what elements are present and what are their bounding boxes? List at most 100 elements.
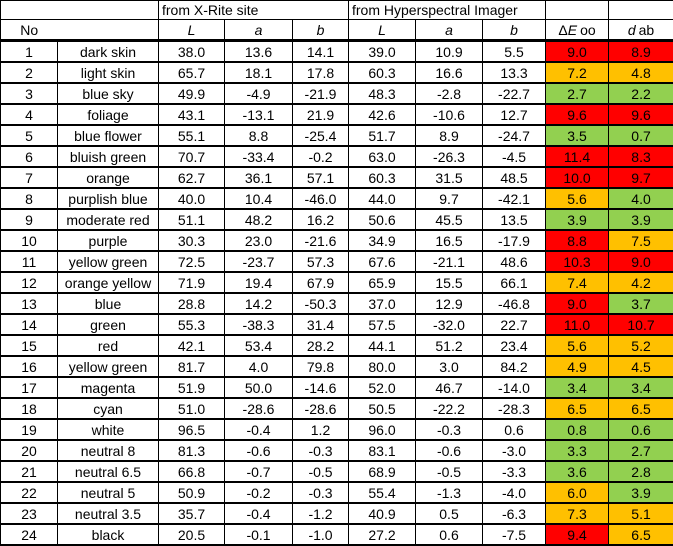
hyper-L-column-header: L (349, 20, 416, 41)
xrite-L-cell: 51.9 (159, 377, 225, 398)
row-number-cell: 11 (1, 251, 58, 272)
patch-name-cell: bluish green (58, 146, 159, 167)
xrite-a-cell: -0.7 (225, 461, 293, 482)
hyper-a-column-header: a (416, 20, 483, 41)
delta-e00-value-cell: 3.3 (546, 440, 609, 461)
blank-dab-header-cell (609, 1, 673, 20)
table-row: 6 bluish green 70.7 -33.4 -0.2 63.0 -26.… (1, 146, 673, 167)
xrite-L-cell: 51.1 (159, 209, 225, 230)
hyper-a-cell: 0.6 (416, 524, 483, 545)
xrite-L-cell: 62.7 (159, 167, 225, 188)
dab-value-cell: 9.0 (609, 251, 673, 272)
delta-e00-value-cell: 6.0 (546, 482, 609, 503)
hyper-L-cell: 63.0 (349, 146, 416, 167)
patch-name-cell: white (58, 419, 159, 440)
hyper-b-cell: -28.3 (483, 398, 546, 419)
row-number-cell: 18 (1, 398, 58, 419)
xrite-L-cell: 70.7 (159, 146, 225, 167)
hyper-L-cell: 83.1 (349, 440, 416, 461)
delta-e00-value-cell: 4.9 (546, 356, 609, 377)
dab-value-cell: 4.2 (609, 272, 673, 293)
hyper-L-cell: 39.0 (349, 41, 416, 63)
xrite-a-cell: 4.0 (225, 356, 293, 377)
table-row: 20 neutral 8 81.3 -0.6 -0.3 83.1 -0.6 -3… (1, 440, 673, 461)
table-row: 12 orange yellow 71.9 19.4 67.9 65.9 15.… (1, 272, 673, 293)
xrite-L-cell: 50.9 (159, 482, 225, 503)
delta-e00-value-cell: 3.4 (546, 377, 609, 398)
table-row: 19 white 96.5 -0.4 1.2 96.0 -0.3 0.6 0.8… (1, 419, 673, 440)
blank-corner-cell (1, 1, 58, 20)
xrite-L-cell: 81.3 (159, 440, 225, 461)
hyper-a-cell: 31.5 (416, 167, 483, 188)
xrite-b-cell: 17.8 (293, 62, 349, 83)
xrite-b-cell: -21.6 (293, 230, 349, 251)
delta-e00-value-cell: 7.4 (546, 272, 609, 293)
xrite-L-column-header: L (159, 20, 225, 41)
xrite-b-column-header: b (293, 20, 349, 41)
xrite-a-cell: -28.6 (225, 398, 293, 419)
xrite-a-cell: -4.9 (225, 83, 293, 104)
hyper-a-cell: 16.5 (416, 230, 483, 251)
hyper-a-cell: -32.0 (416, 314, 483, 335)
table-row: 14 green 55.3 -38.3 31.4 57.5 -32.0 22.7… (1, 314, 673, 335)
xrite-b-cell: -0.3 (293, 440, 349, 461)
delta-e00-value-cell: 10.0 (546, 167, 609, 188)
xrite-L-cell: 30.3 (159, 230, 225, 251)
delta-e00-value-cell: 7.3 (546, 503, 609, 524)
hyper-b-cell: -24.7 (483, 125, 546, 146)
patch-name-cell: foliage (58, 104, 159, 125)
hyper-b-cell: 22.7 (483, 314, 546, 335)
table-row: 16 yellow green 81.7 4.0 79.8 80.0 3.0 8… (1, 356, 673, 377)
row-number-cell: 24 (1, 524, 58, 545)
hyper-b-cell: 13.5 (483, 209, 546, 230)
hyper-b-cell: 84.2 (483, 356, 546, 377)
xrite-a-cell: 53.4 (225, 335, 293, 356)
dab-value-cell: 4.8 (609, 62, 673, 83)
xrite-b-cell: -0.2 (293, 146, 349, 167)
patch-name-cell: yellow green (58, 356, 159, 377)
delta-e00-value-cell: 9.0 (546, 41, 609, 63)
xrite-b-cell: -25.4 (293, 125, 349, 146)
patch-name-cell: blue (58, 293, 159, 314)
patch-name-cell: dark skin (58, 41, 159, 63)
table-body: 1 dark skin 38.0 13.6 14.1 39.0 10.9 5.5… (1, 41, 673, 546)
hyper-L-cell: 44.0 (349, 188, 416, 209)
delta-e00-value-cell: 6.5 (546, 398, 609, 419)
delta-e00-value-cell: 2.7 (546, 83, 609, 104)
hyper-a-cell: 3.0 (416, 356, 483, 377)
patch-name-cell: red (58, 335, 159, 356)
dab-value-cell: 0.7 (609, 125, 673, 146)
hyper-b-cell: 48.6 (483, 251, 546, 272)
dab-value-cell: 3.4 (609, 377, 673, 398)
xrite-L-cell: 66.8 (159, 461, 225, 482)
table-row: 7 orange 62.7 36.1 57.1 60.3 31.5 48.5 1… (1, 167, 673, 188)
hyper-b-cell: 0.6 (483, 419, 546, 440)
patch-name-column-header (58, 20, 159, 41)
row-number-cell: 19 (1, 419, 58, 440)
delta-e00-value-cell: 3.5 (546, 125, 609, 146)
patch-name-cell: cyan (58, 398, 159, 419)
row-number-cell: 17 (1, 377, 58, 398)
patch-name-cell: neutral 8 (58, 440, 159, 461)
dab-value-cell: 10.7 (609, 314, 673, 335)
dab-value-cell: 4.5 (609, 356, 673, 377)
xrite-L-cell: 38.0 (159, 41, 225, 63)
hyper-b-cell: -14.0 (483, 377, 546, 398)
xrite-b-cell: -28.6 (293, 398, 349, 419)
table-row: 17 magenta 51.9 50.0 -14.6 52.0 46.7 -14… (1, 377, 673, 398)
xrite-a-cell: -0.1 (225, 524, 293, 545)
table-row: 1 dark skin 38.0 13.6 14.1 39.0 10.9 5.5… (1, 41, 673, 63)
hyper-L-cell: 40.9 (349, 503, 416, 524)
hyper-L-cell: 50.6 (349, 209, 416, 230)
hyper-L-cell: 60.3 (349, 167, 416, 188)
xrite-a-cell: 13.6 (225, 41, 293, 63)
xrite-b-cell: -0.3 (293, 482, 349, 503)
xrite-L-cell: 51.0 (159, 398, 225, 419)
delta-e00-value-cell: 11.4 (546, 146, 609, 167)
xrite-b-cell: 16.2 (293, 209, 349, 230)
xrite-b-cell: 14.1 (293, 41, 349, 63)
table-row: 2 light skin 65.7 18.1 17.8 60.3 16.6 13… (1, 62, 673, 83)
delta-e00-value-cell: 9.6 (546, 104, 609, 125)
dab-value-cell: 7.5 (609, 230, 673, 251)
